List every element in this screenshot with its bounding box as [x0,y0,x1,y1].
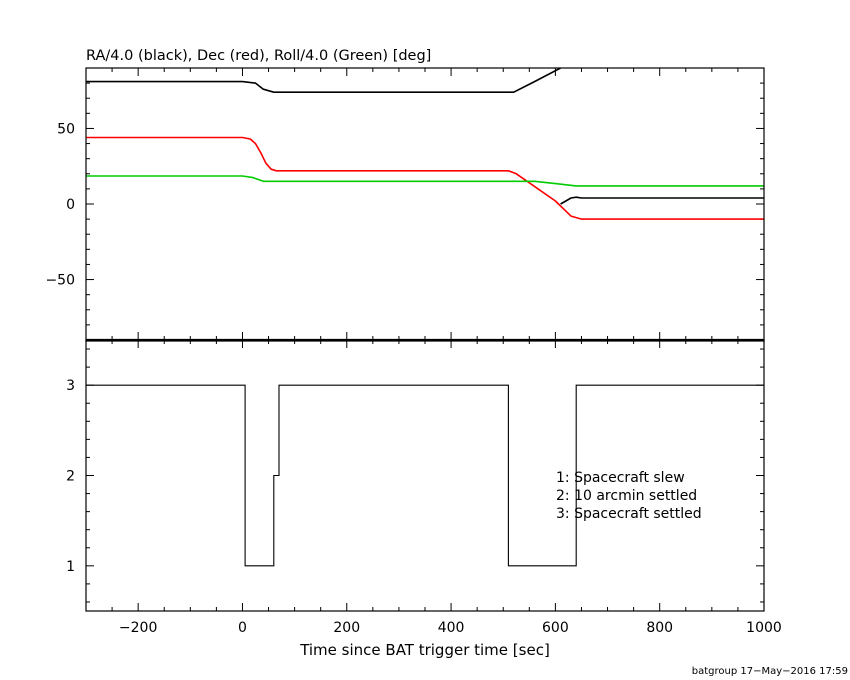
x-tick-label: 200 [333,620,360,636]
annotation-10-arcmin: 2: 10 arcmin settled [556,488,697,504]
settle-status-step-line [86,384,764,567]
attitude-series-line-1 [86,136,764,220]
attitude-plot-frame [85,67,765,342]
y-tick-label: 0 [66,197,75,213]
settle-status-panel: −200 0 200 400 600 800 1000 1 2 3 1: Spacecraft s… [66,339,782,659]
y-tick-label: 3 [66,378,75,394]
y-tick-label: −50 [45,273,75,289]
x-axis-label: Time since BAT trigger time [sec] [299,641,550,659]
attitude-series-line-0 [86,68,561,93]
x-tick-label: −200 [119,620,157,636]
attitude-panel: RA/4.0 (black), Dec (red), Roll/4.0 (Gre… [45,48,765,342]
y-tick-label: 1 [66,559,75,575]
y-tick-label: 2 [66,469,75,485]
x-tick-label: 400 [438,620,465,636]
settle-status-series [86,384,764,567]
chart-title: RA/4.0 (black), Dec (red), Roll/4.0 (Gre… [86,48,431,64]
attitude-series-line-0 [560,196,764,205]
footer-credit: batgroup 17−May−2016 17:59 [692,666,848,677]
attitude-series-line-2 [86,175,764,187]
x-tick-label: 600 [542,620,569,636]
x-tick-label: 800 [646,620,673,636]
attitude-ticks: −50 0 50 [45,67,765,341]
annotation-slew: 1: Spacecraft slew [556,470,685,486]
x-tick-label: 0 [238,620,247,636]
attitude-series [86,68,764,220]
annotation-settled: 3: Spacecraft settled [556,506,702,522]
settle-status-ticks: −200 0 200 400 600 800 1000 1 2 3 [66,340,782,636]
x-tick-label: 1000 [746,620,782,636]
y-tick-label: 50 [57,121,75,137]
